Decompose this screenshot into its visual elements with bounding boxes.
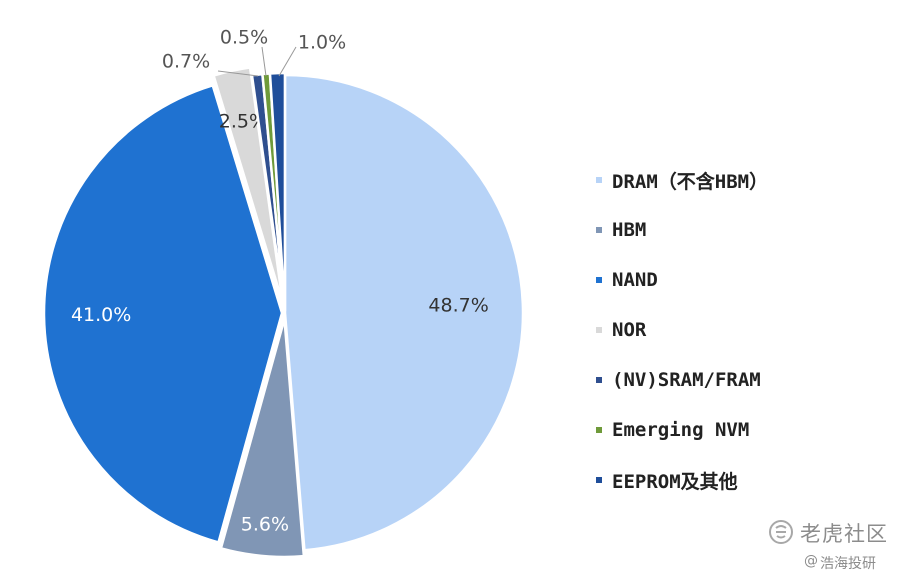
legend-label: DRAM（不含HBM） xyxy=(612,170,769,193)
legend-swatch xyxy=(596,377,602,383)
legend-item: Emerging NVM xyxy=(596,405,896,455)
pie-slice xyxy=(268,71,287,312)
slice-value-label: 0.7% xyxy=(162,51,210,73)
legend-item: DRAM（不含HBM） xyxy=(596,155,896,205)
legend-swatch xyxy=(596,227,602,233)
leader-line xyxy=(217,70,259,77)
legend-label: EEPROM及其他 xyxy=(612,470,738,493)
legend-swatch xyxy=(596,427,602,433)
watermark-at: @ xyxy=(804,553,818,569)
pie-slice xyxy=(212,66,285,304)
legend-item: EEPROM及其他 xyxy=(596,455,896,505)
watermark-subtitle: 浩海投研 xyxy=(820,556,876,572)
pie-slice xyxy=(283,73,525,552)
slice-value-label: 0.5% xyxy=(220,27,268,49)
legend-swatch xyxy=(596,277,602,283)
legend-item: HBM xyxy=(596,205,896,255)
slice-value-label: 1.0% xyxy=(298,32,346,54)
leader-line xyxy=(278,46,297,77)
legend-label: HBM xyxy=(612,219,647,241)
slice-value-label: 5.6% xyxy=(241,514,289,536)
pie-slice xyxy=(42,83,284,544)
legend-item: NAND xyxy=(596,255,896,305)
tiger-community-logo-icon xyxy=(769,520,793,544)
legend-label: (NV)SRAM/FRAM xyxy=(612,369,761,391)
legend-item: (NV)SRAM/FRAM xyxy=(596,355,896,405)
pie-slice xyxy=(219,318,306,559)
legend-label: NOR xyxy=(612,319,647,341)
legend-item: NOR xyxy=(596,305,896,355)
slice-value-label: 41.0% xyxy=(71,304,131,326)
chart-legend: DRAM（不含HBM） HBM NAND NOR (NV)SRAM/FRAM E… xyxy=(596,155,896,505)
legend-swatch xyxy=(596,477,602,483)
legend-swatch xyxy=(596,327,602,333)
watermark: 老虎社区 @ 浩海投研 xyxy=(768,516,908,576)
slice-value-label: 2.5% xyxy=(219,110,267,132)
watermark-title: 老虎社区 xyxy=(800,522,888,546)
leader-line xyxy=(261,46,267,77)
slice-value-label: 48.7% xyxy=(428,294,488,316)
legend-label: NAND xyxy=(612,269,658,291)
legend-label: Emerging NVM xyxy=(612,419,750,441)
legend-swatch xyxy=(596,177,602,183)
